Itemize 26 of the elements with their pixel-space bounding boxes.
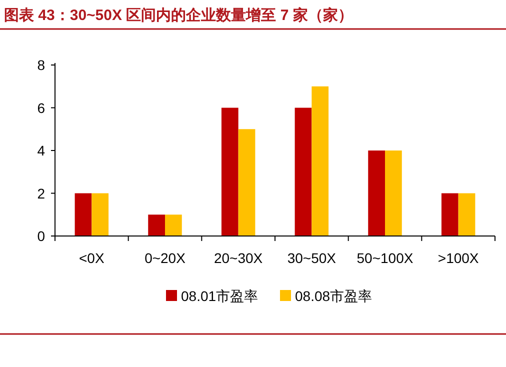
x-tick-label: 0~20X [144, 250, 186, 266]
bar [74, 193, 92, 236]
y-tick-label: 4 [37, 142, 46, 158]
legend-label: 08.08市盈率 [295, 288, 372, 304]
bar [458, 193, 476, 236]
chart-title: 图表 43：30~50X 区间内的企业数量增至 7 家（家） [4, 6, 353, 24]
legend-label: 08.01市盈率 [181, 288, 258, 304]
x-tick-label: 20~30X [214, 250, 264, 266]
x-tick-label: 30~50X [287, 250, 337, 266]
bar [148, 214, 165, 236]
x-tick-label: >100X [438, 250, 480, 266]
bar [165, 214, 182, 236]
bar [312, 86, 329, 236]
bar [385, 150, 402, 236]
bar [238, 129, 256, 236]
y-tick-label: 8 [37, 57, 46, 73]
y-tick-label: 0 [37, 228, 46, 244]
bar [441, 193, 458, 236]
bar [368, 150, 385, 236]
bar [294, 108, 312, 236]
bar [221, 108, 238, 236]
y-tick-label: 6 [37, 100, 46, 116]
x-tick-label: 50~100X [356, 250, 414, 266]
y-tick-label: 2 [37, 185, 46, 202]
x-tick-label: <0X [79, 250, 105, 266]
bar [92, 193, 109, 236]
